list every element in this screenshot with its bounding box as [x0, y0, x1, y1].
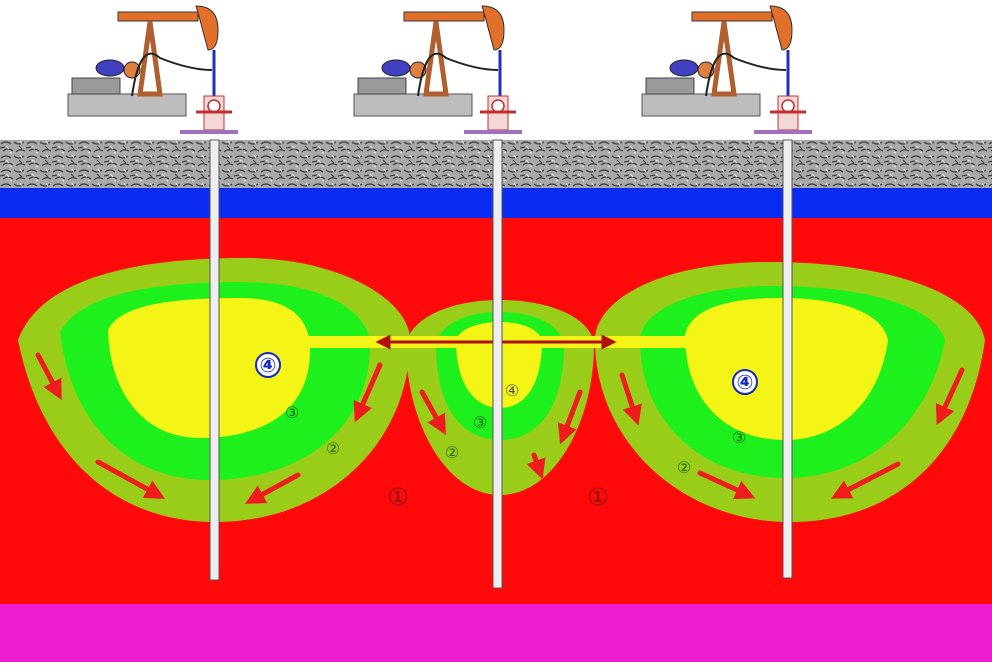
- flow-arrow: [95, 459, 166, 499]
- flow-arrow: [619, 372, 642, 426]
- wellbore-right: [782, 139, 793, 579]
- zone-1-label-right: ①: [587, 483, 609, 511]
- base-layer: [0, 604, 992, 662]
- wellbore-middle: [492, 139, 503, 589]
- flow-arrow: [935, 367, 965, 426]
- flow-arrows: [35, 352, 965, 504]
- zone-2-label-right: ②: [677, 458, 691, 477]
- zone-2-label-middle: ②: [445, 443, 459, 462]
- zone-1-label-left: ①: [387, 483, 409, 511]
- flow-arrow: [244, 472, 301, 504]
- flow-arrow: [353, 362, 383, 423]
- bottom-margin: [0, 662, 992, 672]
- zone-4-label-middle: ④: [505, 381, 519, 400]
- wellbores: [209, 139, 793, 589]
- flow-arrow: [419, 389, 446, 435]
- zone-3-label-right: ③: [732, 428, 746, 447]
- wellhead-icon-middle: [464, 95, 522, 134]
- zone-2-label-left: ②: [326, 439, 340, 458]
- wellhead-icon-right: [754, 95, 812, 134]
- flow-arrow: [526, 452, 546, 480]
- wellhead-icon-left: [180, 95, 238, 134]
- zone-labels: ④ ③ ② ④ ③ ② ④ ③ ② ① ①: [255, 352, 758, 511]
- flow-arrow: [557, 389, 583, 445]
- zone-4-label-left: ④: [260, 353, 277, 377]
- zone-3-label-middle: ③: [473, 413, 487, 432]
- zone-4-label-right: ④: [737, 370, 754, 394]
- pump-jack-icon-middle: [353, 5, 505, 117]
- pump-jack-icon-left: [67, 5, 219, 117]
- pump-jack-icon-right: [641, 5, 793, 117]
- flow-arrow: [697, 470, 756, 500]
- zone-3-label-left: ③: [285, 403, 299, 422]
- flow-arrow: [35, 352, 62, 401]
- wellbore-left: [209, 139, 220, 581]
- flow-arrow: [830, 461, 901, 499]
